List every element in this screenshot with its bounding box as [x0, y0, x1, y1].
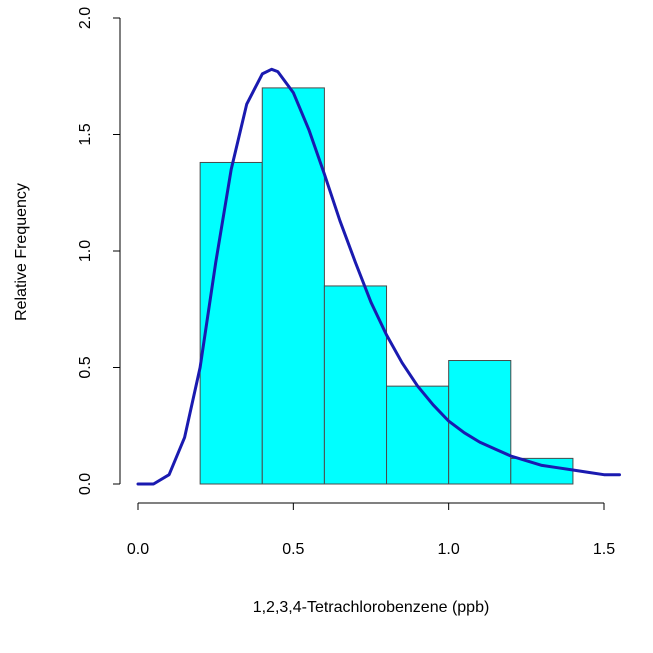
histogram-bar-2 — [261, 87, 325, 485]
histogram-bar-4 — [386, 385, 450, 485]
x-tick-label: 0.0 — [127, 541, 149, 558]
density-curve — [136, 67, 621, 486]
x-tick-label: 1.5 — [593, 541, 615, 558]
x-tick-label: 1.0 — [438, 541, 460, 558]
y-tick-label: 2.0 — [77, 7, 94, 29]
y-axis-title: Relative Frequency — [13, 183, 30, 321]
x-axis-title: 1,2,3,4-Tetrachlorobenzene (ppb) — [253, 599, 490, 616]
x-tick-label: 0.5 — [282, 541, 304, 558]
y-tick-label: 0.0 — [77, 473, 94, 495]
y-axis: 0.0 0.5 1.0 1.5 2.0 — [77, 7, 121, 495]
histogram-bar-1 — [199, 161, 263, 485]
x-axis: 0.0 0.5 1.0 1.5 — [127, 502, 615, 558]
histogram-bar-6 — [510, 457, 574, 485]
y-tick-label: 1.5 — [77, 123, 94, 145]
y-tick-label: 0.5 — [77, 356, 94, 378]
histogram-bars — [199, 87, 574, 485]
y-tick-label: 1.0 — [77, 240, 94, 262]
histogram-bar-3 — [323, 285, 388, 485]
histogram-bar-5 — [448, 360, 512, 485]
